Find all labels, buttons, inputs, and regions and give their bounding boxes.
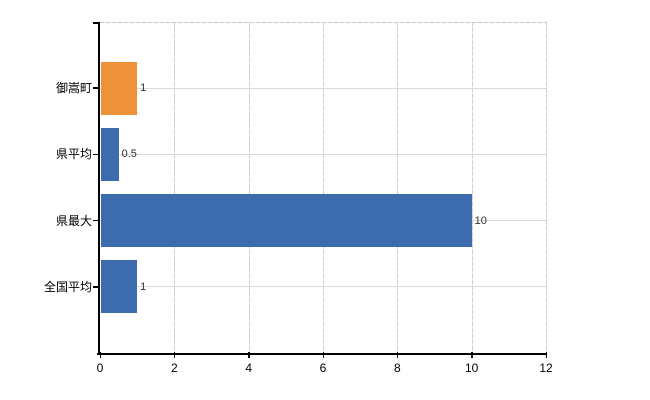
x-tick-label: 6 — [319, 361, 327, 375]
bar — [101, 260, 138, 314]
category-label: 御嵩町 — [55, 81, 92, 96]
gridline-horizontal — [100, 153, 546, 155]
gridline-horizontal — [100, 87, 546, 89]
category-label: 全国平均 — [43, 279, 92, 294]
x-axis-tick-mark — [396, 352, 399, 358]
category-label: 県平均 — [55, 147, 92, 162]
gridline-vertical — [323, 22, 324, 353]
x-tick-label: 2 — [170, 361, 178, 375]
x-axis-line — [97, 353, 547, 355]
gridline-vertical — [546, 22, 547, 353]
y-axis-tick-mark — [93, 153, 100, 156]
y-axis-tick-mark — [93, 87, 100, 89]
y-axis-tick-mark — [93, 219, 100, 222]
x-axis-tick-mark — [248, 352, 250, 358]
bar — [101, 61, 138, 115]
data-label: 0.5 — [121, 148, 137, 161]
x-tick-label: 8 — [393, 361, 401, 375]
x-tick-label: 12 — [539, 361, 553, 375]
gridline-vertical — [397, 22, 399, 353]
x-axis-tick-mark — [173, 352, 176, 358]
x-tick-label: 10 — [464, 361, 479, 375]
x-tick-label: 4 — [245, 361, 252, 375]
data-label: 10 — [474, 214, 487, 227]
gridline-horizontal — [100, 286, 546, 288]
data-label: 1 — [140, 280, 147, 293]
bar — [101, 127, 119, 181]
gridline-vertical — [174, 22, 176, 353]
gridline-vertical — [471, 22, 473, 353]
x-tick-label: 0 — [96, 361, 104, 375]
y-axis-line — [98, 22, 100, 354]
gridline-vertical — [248, 22, 250, 353]
data-label: 1 — [140, 82, 147, 95]
y-axis-tick-mark — [93, 286, 100, 288]
x-axis-tick-mark — [322, 352, 324, 358]
x-axis-tick-mark — [471, 352, 473, 358]
y-axis-top-tick-mark — [93, 22, 100, 24]
x-axis-tick-mark — [545, 352, 547, 358]
bar — [101, 194, 472, 248]
x-axis-tick-mark — [99, 352, 101, 358]
category-label: 県最大 — [55, 213, 92, 228]
